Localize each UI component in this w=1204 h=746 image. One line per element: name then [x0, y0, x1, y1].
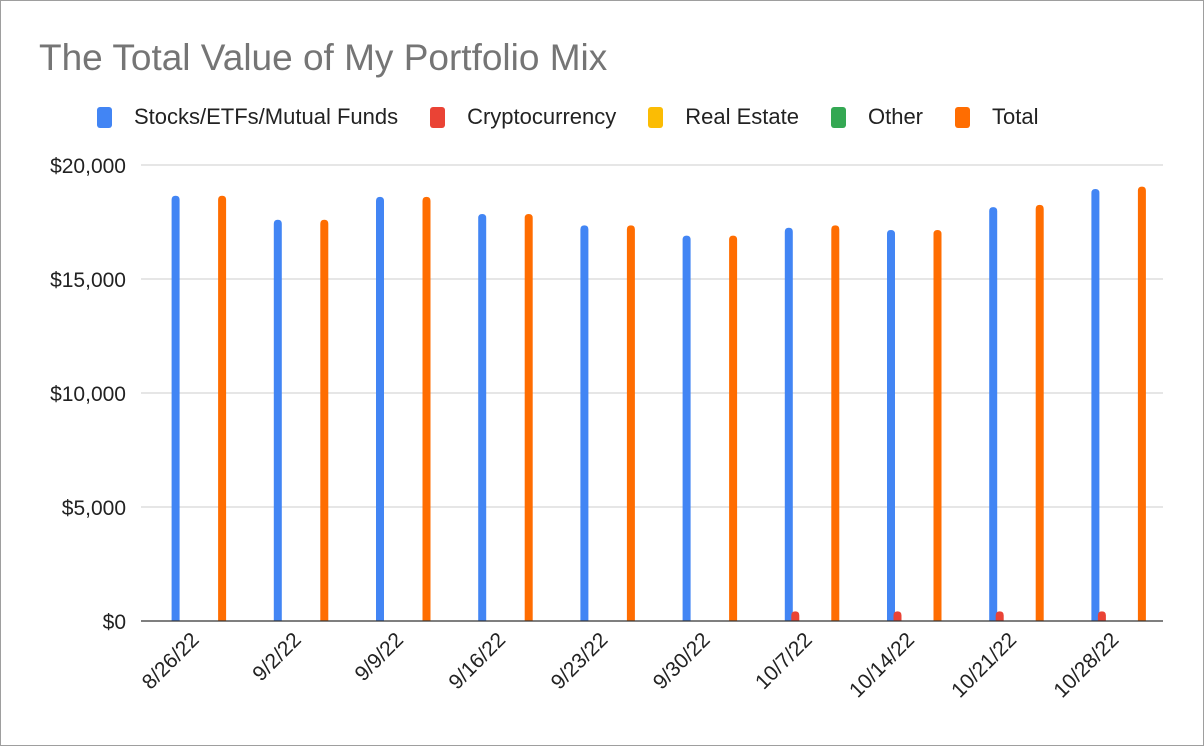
bar	[218, 195, 227, 621]
bar	[320, 219, 329, 621]
bar	[729, 235, 738, 621]
bar	[376, 196, 384, 622]
x-tick-label: 9/30/22	[649, 628, 715, 694]
bar	[682, 235, 691, 621]
bar	[995, 611, 1004, 621]
legend-item[interactable]: Real Estate	[648, 104, 799, 130]
x-tick-label: 9/23/22	[547, 628, 613, 694]
legend-item[interactable]: Total	[955, 104, 1039, 130]
bar	[524, 214, 533, 621]
bar	[1035, 204, 1044, 621]
legend-swatch	[97, 106, 112, 128]
y-tick-label: $15,000	[50, 269, 126, 292]
bar	[273, 219, 282, 621]
x-tick-label: 9/16/22	[444, 628, 510, 694]
y-tick-label: $0	[103, 611, 126, 634]
bar	[580, 225, 589, 622]
bar	[478, 214, 487, 621]
legend-item[interactable]: Other	[830, 104, 924, 130]
bar	[626, 225, 635, 622]
bar	[893, 611, 902, 621]
legend-label: Stocks/ETFs/Mutual Funds	[134, 104, 399, 129]
bar	[989, 207, 998, 621]
bar	[831, 225, 840, 622]
legend-item[interactable]: Stocks/ETFs/Mutual Funds	[97, 104, 398, 130]
bar	[1097, 611, 1106, 621]
y-tick-label: $10,000	[50, 383, 126, 406]
legend-swatch	[430, 106, 446, 128]
x-tick-label: 10/21/22	[947, 628, 1021, 702]
chart-legend: Stocks/ETFs/Mutual Funds Cryptocurrency Re…	[97, 102, 1071, 132]
chart-title: The Total Value of My Portfolio Mix	[39, 37, 608, 78]
x-tick-label: 9/2/22	[248, 628, 306, 686]
bar	[791, 611, 800, 621]
legend-swatch	[648, 106, 664, 128]
legend-item[interactable]: Cryptocurrency	[430, 104, 616, 130]
legend-label: Total	[992, 104, 1039, 129]
x-tick-label: 10/7/22	[751, 628, 817, 694]
x-tick-label: 10/28/22	[1049, 628, 1123, 702]
bar	[933, 229, 942, 622]
bar	[171, 195, 180, 621]
y-tick-label: $20,000	[50, 155, 126, 178]
legend-label: Cryptocurrency	[467, 104, 617, 129]
x-tick-label: 8/26/22	[138, 628, 204, 694]
bar	[784, 227, 793, 621]
legend-swatch	[830, 106, 846, 128]
x-tick-label: 9/9/22	[350, 628, 408, 686]
legend-swatch	[955, 106, 971, 128]
legend-label: Other	[867, 104, 924, 129]
legend-label: Real Estate	[685, 104, 799, 129]
bar	[1137, 186, 1146, 621]
bar	[1091, 188, 1100, 621]
x-tick-label: 10/14/22	[845, 628, 919, 702]
bar	[422, 196, 431, 622]
bar	[887, 229, 895, 622]
y-tick-label: $5,000	[62, 497, 126, 520]
